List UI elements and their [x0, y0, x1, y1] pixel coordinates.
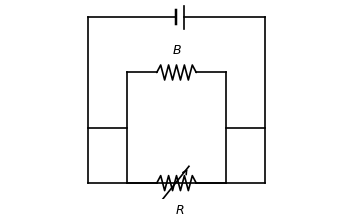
- Text: R: R: [176, 204, 185, 217]
- Text: B: B: [172, 44, 181, 57]
